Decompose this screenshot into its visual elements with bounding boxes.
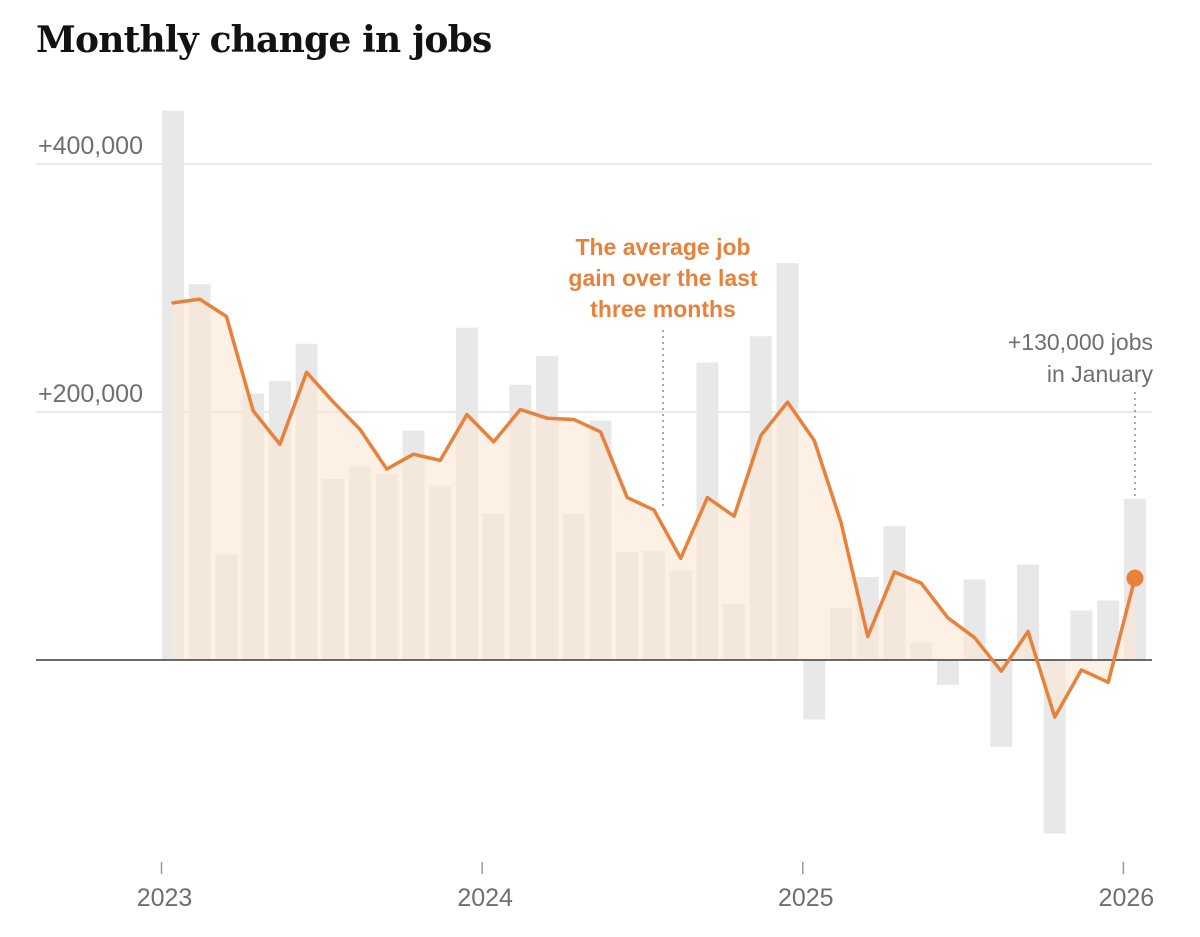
bar-2025-09 xyxy=(1017,564,1040,660)
average-line-group xyxy=(171,297,1144,719)
annotation-latest-line-2: in January xyxy=(1047,361,1154,387)
bar-2025-11 xyxy=(1070,610,1093,660)
chart-title: Monthly change in jobs xyxy=(36,19,492,61)
latest-point xyxy=(1126,569,1144,587)
annotations: The average job gain over the last three m… xyxy=(568,234,1153,506)
y-tick-label: +200,000 xyxy=(38,380,143,408)
average-area-fill xyxy=(173,299,1135,718)
annotation-latest-line-1: +130,000 jobs xyxy=(1008,329,1153,355)
bar-2025-08 xyxy=(990,660,1013,747)
x-tick-label: 2023 xyxy=(137,884,193,912)
bar-2025-12 xyxy=(1097,600,1120,660)
x-axis-ticks: 2023 2024 2025 2026 xyxy=(137,862,1155,912)
annotation-average-line-1: The average job xyxy=(575,234,750,260)
bar-2025-01 xyxy=(803,660,826,720)
annotation-average-line-3: three months xyxy=(590,296,736,322)
average-line xyxy=(171,297,1137,719)
y-axis-tick-labels: +400,000 +200,000 xyxy=(38,132,143,408)
annotation-average-line-2: gain over the last xyxy=(568,265,758,291)
x-tick-label: 2024 xyxy=(457,884,513,912)
average-area xyxy=(173,299,1135,718)
x-tick-label: 2025 xyxy=(778,884,834,912)
bar-2025-06 xyxy=(936,660,959,685)
x-tick-label: 2026 xyxy=(1099,884,1155,912)
y-tick-label: +400,000 xyxy=(38,132,143,160)
